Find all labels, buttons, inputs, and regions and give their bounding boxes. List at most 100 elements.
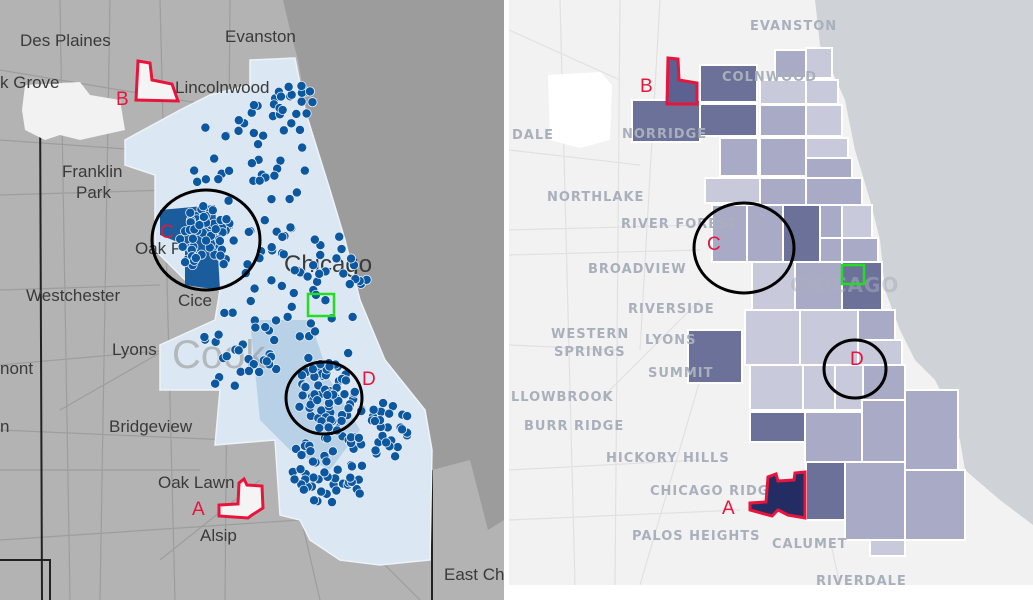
incident-dot <box>243 226 254 237</box>
incident-dot <box>180 257 191 268</box>
incident-dot <box>199 332 210 343</box>
incident-dot <box>305 318 316 329</box>
incident-dot <box>294 331 305 342</box>
incident-dot <box>221 351 232 362</box>
community-area <box>744 309 801 366</box>
label-summit: SUMMIT <box>648 366 714 381</box>
incident-dot <box>345 472 356 483</box>
incident-dot <box>338 268 349 279</box>
community-area <box>805 104 843 137</box>
incident-dot <box>219 307 230 318</box>
incident-dot <box>248 128 259 139</box>
incident-dot <box>250 322 261 333</box>
incident-dot <box>253 139 264 150</box>
community-area <box>805 157 853 179</box>
label-lincolnwood: COLNWOOD <box>722 70 817 85</box>
incident-dot <box>397 424 408 435</box>
incident-dot <box>339 389 350 400</box>
road-grid <box>508 0 841 586</box>
marker-d: D <box>362 369 376 390</box>
incident-dot <box>210 224 221 235</box>
incident-dot <box>207 205 218 216</box>
incident-dot <box>294 124 305 135</box>
incident-dot <box>266 275 277 286</box>
label-hickory-hills: HICKORY HILLS <box>606 451 730 466</box>
incident-dot <box>334 231 345 242</box>
incident-dot <box>402 411 413 422</box>
incident-dot <box>259 215 270 226</box>
incident-dot <box>288 288 299 299</box>
incident-dot <box>308 260 319 271</box>
incident-dot <box>296 96 307 107</box>
incident-dot <box>254 175 265 186</box>
incident-dot <box>349 387 360 398</box>
incident-dot <box>297 390 308 401</box>
community-area <box>857 309 896 341</box>
label-springs: SPRINGS <box>554 345 626 360</box>
marker-c: C <box>707 234 721 255</box>
community-area <box>869 539 906 557</box>
label-dale: DALE <box>512 128 554 143</box>
incident-dot <box>228 235 239 246</box>
incident-dot <box>233 115 244 126</box>
incident-dot <box>177 241 188 252</box>
label-evanston: Evanston <box>225 27 296 46</box>
incident-dot <box>213 174 224 185</box>
label-cicero: Cice <box>178 291 212 310</box>
label-des-plaines: Des Plaines <box>20 31 111 50</box>
label-oak-park: Oak P <box>135 239 182 258</box>
area-a-outline <box>748 470 807 520</box>
county-border <box>0 87 51 600</box>
incident-dot <box>384 408 395 419</box>
label-river-forest: RIVER FOREST <box>621 217 738 232</box>
incident-dot <box>307 456 318 467</box>
incident-dot <box>235 366 246 377</box>
label-broadview: BROADVIEW <box>588 262 687 277</box>
label-riverside: RIVERSIDE <box>628 302 715 317</box>
incident-dot <box>258 130 269 141</box>
community-area <box>805 177 863 206</box>
incident-dot <box>319 467 330 478</box>
incident-dot <box>301 108 312 119</box>
community-area <box>805 79 839 105</box>
community-area <box>904 389 959 471</box>
community-area <box>819 204 843 239</box>
highlight-square <box>840 263 866 286</box>
incident-dots <box>175 80 413 508</box>
incident-dot <box>291 187 302 198</box>
label-chicago-ridge: CHICAGO RIDGE <box>650 484 779 499</box>
label-bridgeview: Bridgeview <box>109 417 193 436</box>
incident-dot <box>346 461 357 472</box>
incident-dot <box>296 450 307 461</box>
incident-dot <box>327 446 338 457</box>
incident-dot <box>266 194 277 205</box>
label-alsip: Alsip <box>200 526 237 545</box>
incident-dot <box>340 375 351 386</box>
label-riverdale: RIVERDALE <box>816 574 907 589</box>
community-area <box>819 237 843 263</box>
community-area <box>834 364 864 411</box>
community-area <box>804 411 863 463</box>
incident-dot <box>347 311 358 322</box>
community-area <box>844 461 906 541</box>
label-belmont: nont <box>0 359 33 378</box>
incident-dot <box>309 326 320 337</box>
incident-dot <box>392 442 403 453</box>
incident-dot <box>298 484 309 495</box>
incident-dot <box>248 359 259 370</box>
incident-dot <box>336 244 347 255</box>
incident-dot <box>314 423 325 434</box>
incident-dot <box>343 348 354 359</box>
incident-dot <box>284 194 295 205</box>
community-area <box>719 137 759 177</box>
incident-dot <box>201 235 212 246</box>
marker-a: A <box>192 499 205 520</box>
incident-dot <box>296 370 307 381</box>
incident-dot <box>370 445 381 456</box>
incident-dot <box>210 378 221 389</box>
incident-dot <box>285 222 296 233</box>
incident-dot <box>215 250 226 261</box>
label-lincolnwood: Lincolnwood <box>175 78 270 97</box>
lake-michigan <box>815 0 1033 525</box>
label-calumet: CALUMET <box>772 537 848 552</box>
